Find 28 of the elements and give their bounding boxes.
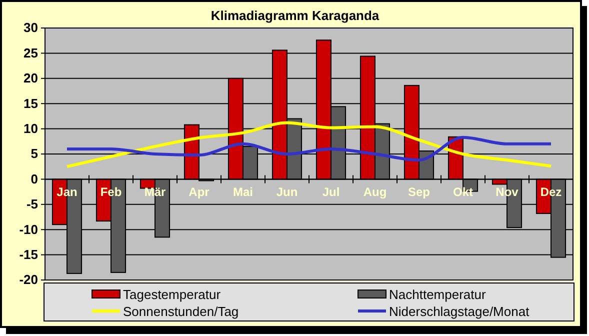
y-tick-label: 0 <box>30 171 38 186</box>
x-tick-label: Jul <box>322 185 340 200</box>
y-tick-label: 30 <box>24 20 38 36</box>
legend-label: Tagestemperatur <box>123 287 222 302</box>
y-tick-label: -15 <box>19 246 38 262</box>
x-tick-label: Apr <box>188 185 210 200</box>
x-tick-label: Dez <box>540 185 562 200</box>
x-tick-label: Mai <box>232 185 254 200</box>
x-tick-label: Okt <box>452 185 474 200</box>
y-tick-label: 5 <box>30 146 38 162</box>
y-tick-label: -5 <box>26 196 38 212</box>
line-series <box>66 121 552 168</box>
legend-label: Niderschlagstage/Monat <box>389 304 530 319</box>
legend-label: Sonnenstunden/Tag <box>123 304 239 319</box>
x-tick-label: Feb <box>100 185 122 200</box>
y-tick-label: 15 <box>24 96 38 111</box>
line-series <box>66 136 552 162</box>
x-tick-label: Jun <box>276 185 298 200</box>
y-tick-label: 20 <box>24 70 38 86</box>
legend-label: Nachttemperatur <box>389 287 486 302</box>
y-tick-label: 25 <box>24 45 38 60</box>
x-tick-label: Aug <box>363 185 387 200</box>
chart-title: Klimadiagramm Karaganda <box>210 8 380 23</box>
y-tick-label: -10 <box>19 222 38 237</box>
x-tick-label: Jan <box>56 185 78 200</box>
y-tick-label: -20 <box>19 272 38 288</box>
x-tick-label: Sep <box>408 185 430 200</box>
y-tick-label: 10 <box>24 120 38 136</box>
